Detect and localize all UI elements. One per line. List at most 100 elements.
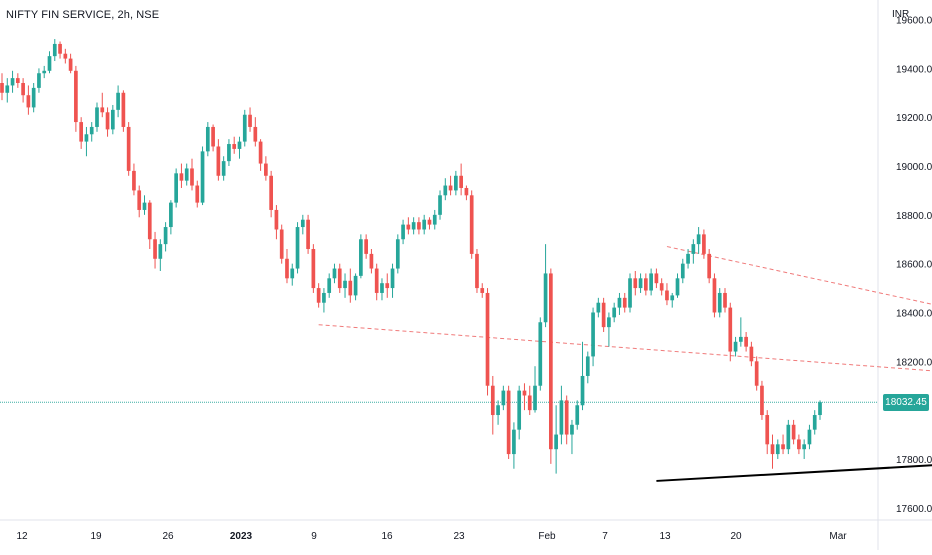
candle-body [538,322,543,386]
candle-body [527,395,532,411]
candle-body [554,434,558,450]
candle-body [353,275,358,296]
candle-body [596,302,601,313]
x-tick-label: 19 [90,531,102,542]
candle-body [311,249,316,289]
x-tick-label: 7 [602,531,608,542]
candle-body [52,43,57,57]
candle-body [754,361,759,386]
candle-body [179,173,184,181]
candle-body [485,292,490,386]
candle-body [37,73,41,88]
candle-body [132,170,136,191]
candle-body [147,202,152,240]
candle-body [448,185,453,191]
x-tick-label: 23 [453,531,465,542]
candle-body [163,227,168,245]
candle-body [359,239,363,276]
candle-body [158,244,163,259]
candle-body [427,219,432,225]
candle-body [459,175,463,188]
candle-body [454,175,458,191]
candle-body [258,141,263,164]
candle-body [0,83,4,93]
candle-body [617,297,622,308]
support-trendline [656,464,932,482]
candle-body [274,209,279,230]
candle-body [316,288,321,303]
candle-body [696,234,701,245]
candle-body [654,273,659,284]
candle-body [475,253,479,289]
candle-body [522,390,527,396]
candle-body [643,278,648,291]
candle-body [285,258,289,279]
candle-body [649,273,653,291]
candle-body [607,317,611,328]
candle-body [612,307,617,318]
candle-body [686,253,690,264]
candle-body [390,268,395,289]
candle-body [110,109,115,130]
candle-body [242,114,247,142]
candle-body [728,307,733,352]
candle-body [380,283,384,293]
candle-body [411,222,416,230]
candle-body [480,288,485,293]
candle-body [791,424,796,440]
candle-body [63,53,68,59]
candle-body [675,278,680,296]
candle-body [469,195,474,254]
candle-body [26,95,31,108]
candle-body [802,444,807,450]
candle-body [232,144,237,149]
candle-body [401,224,405,240]
candle-body [89,126,94,135]
candle-body [670,295,675,301]
candle-body [116,92,120,110]
candle-body [638,278,643,289]
candle-body [570,424,574,435]
x-tick-label: 13 [659,531,671,542]
candle-body [290,268,295,279]
candle-body [760,385,764,416]
candle-body [733,341,738,352]
chart-title: NIFTY FIN SERVICE, 2h, NSE [6,9,160,21]
candle-body [227,144,231,162]
candle-body [306,219,310,250]
candle-body [42,70,47,74]
candle-body [184,168,189,181]
x-tick-label: 26 [162,531,174,542]
y-tick-label: 19600.00 [896,16,932,27]
candle-body [79,122,84,142]
candle-body [58,43,62,54]
candle-body [749,346,754,362]
x-tick-label: 20 [730,531,742,542]
candle-body [100,107,105,113]
candle-body [195,185,200,203]
y-tick-label: 18400.00 [896,308,932,319]
candle-body [702,234,706,254]
candle-body [126,126,131,171]
candle-body [105,112,110,130]
candle-body [559,400,564,435]
candle-body [5,85,10,93]
candle-body [591,312,595,357]
candle-body [417,222,421,230]
candle-body [691,244,696,254]
candle-body [21,83,25,96]
candle-body [253,126,258,142]
candle-body [211,126,215,147]
candle-body [443,185,448,196]
candle-body [322,292,326,303]
candle-body [665,290,669,301]
candle-body [343,280,347,289]
x-tick-label: 2023 [230,531,253,542]
candle-body [512,429,516,455]
candle-body [543,273,548,323]
candle-body [300,219,305,228]
candle-body [707,253,712,279]
candle-body [622,297,627,308]
